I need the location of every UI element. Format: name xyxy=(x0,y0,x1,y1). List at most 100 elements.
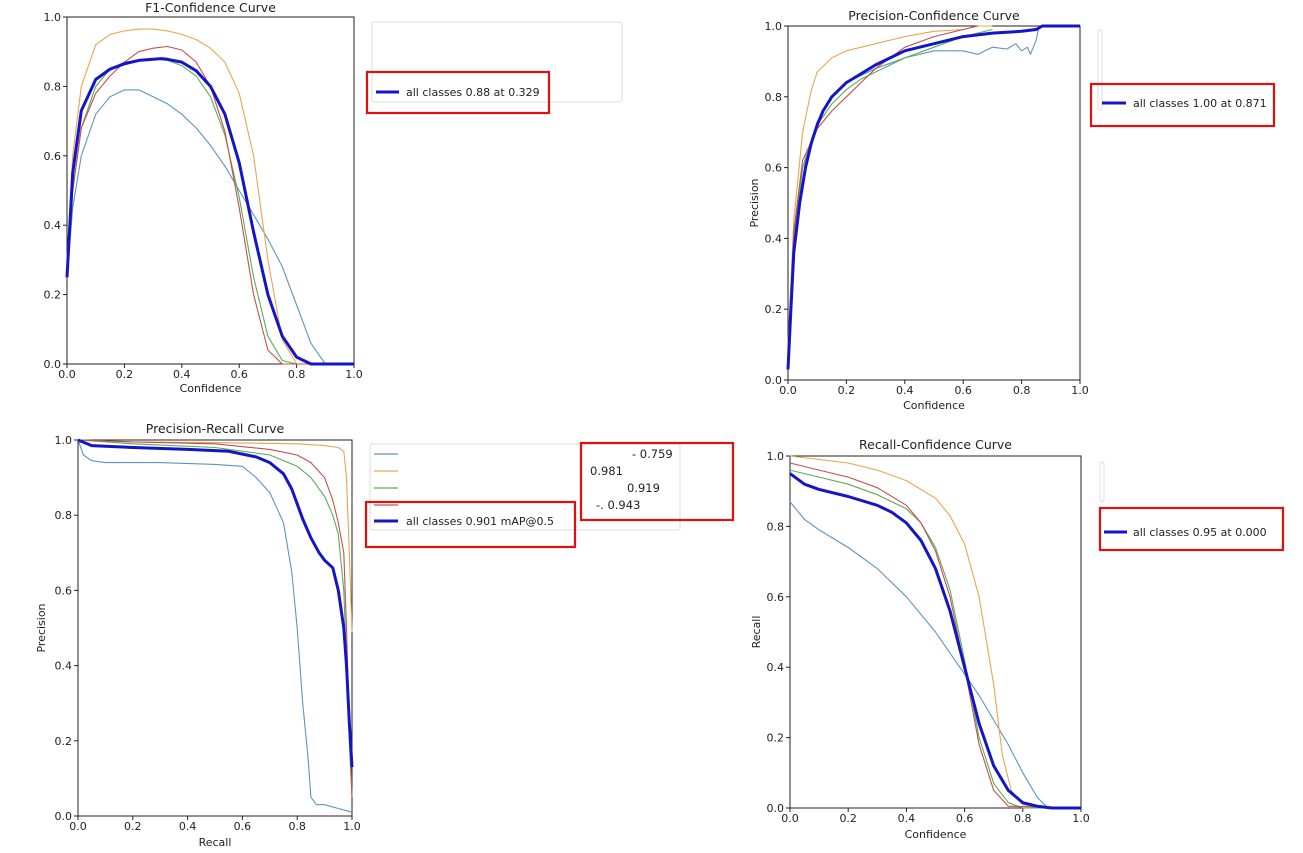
legend-label: 0.919 xyxy=(627,481,660,495)
y-tick-label: 0.2 xyxy=(55,735,73,748)
y-tick-label: 0.2 xyxy=(44,289,62,302)
chart-pc: Precision-Confidence Curve 0.0 0.2 0.4 0.6 0.… xyxy=(748,8,1276,412)
y-tick-label: 0.4 xyxy=(44,219,62,232)
y-tick-label: 0.4 xyxy=(767,661,785,674)
x-tick-label: 0.2 xyxy=(838,384,856,397)
highlight-box xyxy=(365,70,551,115)
series-line-c2 xyxy=(66,28,354,365)
x-tick-label: 0.0 xyxy=(779,384,797,397)
x-tick-label: 0.2 xyxy=(124,820,142,833)
x-tick-label: 0.8 xyxy=(1013,384,1031,397)
y-tick-label: 0.6 xyxy=(767,591,785,604)
plot-frame xyxy=(77,439,353,817)
x-tick-label: 0.4 xyxy=(896,384,914,397)
y-tick-label: 0.2 xyxy=(765,303,783,316)
series-line-c3 xyxy=(787,28,993,363)
highlight-box xyxy=(364,500,577,549)
y-axis-label: Recall xyxy=(750,616,763,649)
x-axis-label: Confidence xyxy=(905,828,967,841)
y-tick-label: 0.4 xyxy=(765,232,783,245)
series-line-c1 xyxy=(77,439,353,813)
y-tick-label: 1.0 xyxy=(767,450,785,463)
y-axis-label: Precision xyxy=(35,603,48,652)
y-tick-label: 0.8 xyxy=(767,520,785,533)
x-tick-label: 0.4 xyxy=(179,820,197,833)
legend-box xyxy=(371,21,623,103)
x-axis-label: Recall xyxy=(199,836,232,849)
y-tick-label: 0.8 xyxy=(765,91,783,104)
y-axis-label: Precision xyxy=(748,178,761,227)
highlight-box-values xyxy=(579,441,735,522)
legend-label: all classes 0.95 at 0.000 xyxy=(1133,526,1267,539)
legend-label: 0.981 xyxy=(590,464,623,478)
series-line-c3 xyxy=(789,469,1081,809)
series-line-c4 xyxy=(77,439,353,798)
x-tick-label: 0.0 xyxy=(781,812,799,825)
y-tick-label: 0.0 xyxy=(765,374,783,387)
x-tick-label: 0.8 xyxy=(1014,812,1032,825)
x-tick-label: 1.0 xyxy=(1072,812,1090,825)
x-tick-label: 0.6 xyxy=(230,368,248,381)
chart-title: Recall-Confidence Curve xyxy=(859,437,1012,452)
legend-box xyxy=(1099,461,1105,503)
series-line-all xyxy=(786,24,1080,370)
series-line-c1 xyxy=(787,25,1040,363)
series-line-c1 xyxy=(66,89,354,365)
series-line-c4 xyxy=(66,45,354,365)
x-axis-label: Confidence xyxy=(180,382,242,395)
x-tick-label: 0.2 xyxy=(116,368,134,381)
x-tick-label: 0.6 xyxy=(234,820,252,833)
y-tick-label: 0.6 xyxy=(44,150,62,163)
legend-label: all classes 0.88 at 0.329 xyxy=(406,86,540,99)
chart-f1: F1-Confidence Curve 0.0 0.2 0.4 0.6 0.8 1.0 0.0… xyxy=(44,0,623,395)
x-axis-label: Confidence xyxy=(903,399,965,412)
legend-label: - 0.759 xyxy=(632,447,673,461)
y-tick-label: 0.0 xyxy=(767,802,785,815)
series-line-c3 xyxy=(66,58,354,365)
highlight-box xyxy=(1089,82,1276,128)
y-tick-label: 0.8 xyxy=(44,80,62,93)
chart-title: F1-Confidence Curve xyxy=(145,0,276,15)
legend-label: all classes 0.901 mAP@0.5 xyxy=(406,515,554,528)
series-line-all xyxy=(77,438,354,768)
chart-title: Precision-Recall Curve xyxy=(146,421,285,436)
x-tick-label: 1.0 xyxy=(1071,384,1089,397)
x-tick-label: 0.6 xyxy=(954,384,972,397)
x-tick-label: 0.0 xyxy=(69,820,87,833)
chart-rc: Recall-Confidence Curve 0.0 0.2 0.4 0.6 0.8 1.… xyxy=(750,437,1285,841)
highlight-box xyxy=(1098,506,1285,552)
x-tick-label: 1.0 xyxy=(345,368,363,381)
y-tick-label: 1.0 xyxy=(765,20,783,33)
legend-label: -. 0.943 xyxy=(596,498,640,512)
plot-frame xyxy=(789,455,1082,809)
x-tick-label: 0.6 xyxy=(956,812,974,825)
x-tick-label: 0.2 xyxy=(839,812,857,825)
series-line-c4 xyxy=(787,25,978,363)
plot-frame xyxy=(66,16,355,365)
series-line-c3 xyxy=(77,439,353,798)
y-tick-label: 0.0 xyxy=(44,358,62,371)
legend-box xyxy=(369,443,681,531)
series-line-all xyxy=(65,57,354,366)
x-tick-label: 0.8 xyxy=(288,368,306,381)
series-line-all xyxy=(789,472,1081,810)
y-tick-label: 0.6 xyxy=(55,584,73,597)
y-tick-label: 0.4 xyxy=(55,660,73,673)
x-tick-label: 0.8 xyxy=(288,820,306,833)
y-tick-label: 0.2 xyxy=(767,732,785,745)
y-tick-label: 0.6 xyxy=(765,162,783,175)
series-line-c1 xyxy=(789,501,1081,809)
chart-title: Precision-Confidence Curve xyxy=(848,8,1020,23)
y-tick-label: 0.0 xyxy=(55,810,73,823)
plot-frame xyxy=(787,25,1081,381)
x-tick-label: 0.0 xyxy=(58,368,76,381)
x-tick-label: 0.4 xyxy=(898,812,916,825)
legend-box xyxy=(1097,29,1103,111)
series-line-c4 xyxy=(789,462,1082,809)
x-tick-label: 0.4 xyxy=(173,368,191,381)
chart-pr: Precision-Recall Curve 0.0 0.2 0.4 0.6 0.8 1.0… xyxy=(35,421,735,849)
series-line-c2 xyxy=(787,25,993,345)
series-line-c2 xyxy=(77,439,353,632)
y-tick-label: 1.0 xyxy=(55,434,73,447)
